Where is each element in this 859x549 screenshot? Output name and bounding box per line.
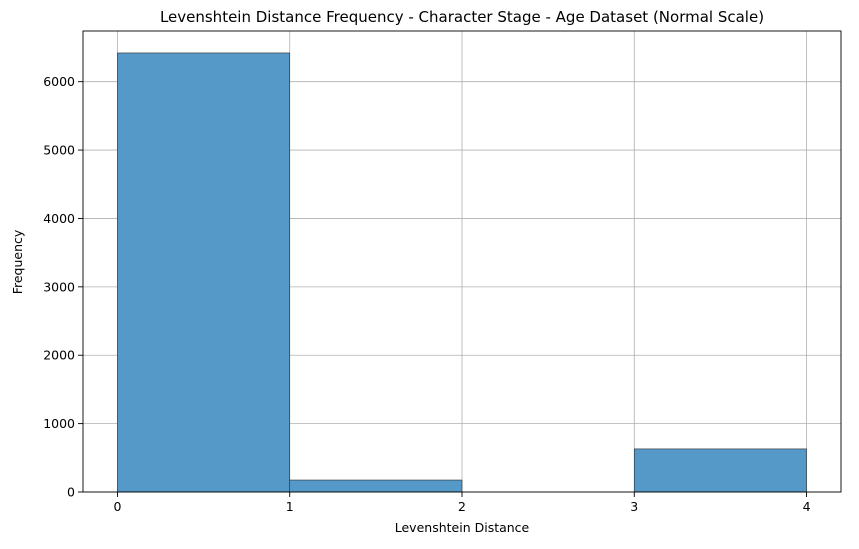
y-axis-label: Frequency <box>10 229 25 294</box>
y-tick-label: 3000 <box>43 279 75 294</box>
bars-layer <box>117 52 807 493</box>
x-tick-label: 2 <box>458 499 466 514</box>
x-tick-label: 4 <box>803 499 811 514</box>
y-tick-label: 5000 <box>43 143 75 158</box>
y-tick-label: 6000 <box>43 74 75 89</box>
y-tick-label: 2000 <box>43 348 75 363</box>
histogram-bar <box>289 479 463 493</box>
chart-title: Levenshtein Distance Frequency - Charact… <box>160 8 764 26</box>
y-tick-label: 1000 <box>43 416 75 431</box>
histogram-bar <box>117 52 291 493</box>
x-tick-label: 1 <box>286 499 294 514</box>
y-tick-label: 4000 <box>43 211 75 226</box>
ticks-layer: 0 1 2 3 4 0 1000 2000 3000 4000 5000 6000 <box>43 74 810 514</box>
histogram-bar <box>633 448 807 493</box>
x-tick-label: 3 <box>630 499 638 514</box>
x-axis-label: Levenshtein Distance <box>395 520 530 535</box>
x-tick-label: 0 <box>113 499 121 514</box>
y-tick-label: 0 <box>67 485 75 500</box>
